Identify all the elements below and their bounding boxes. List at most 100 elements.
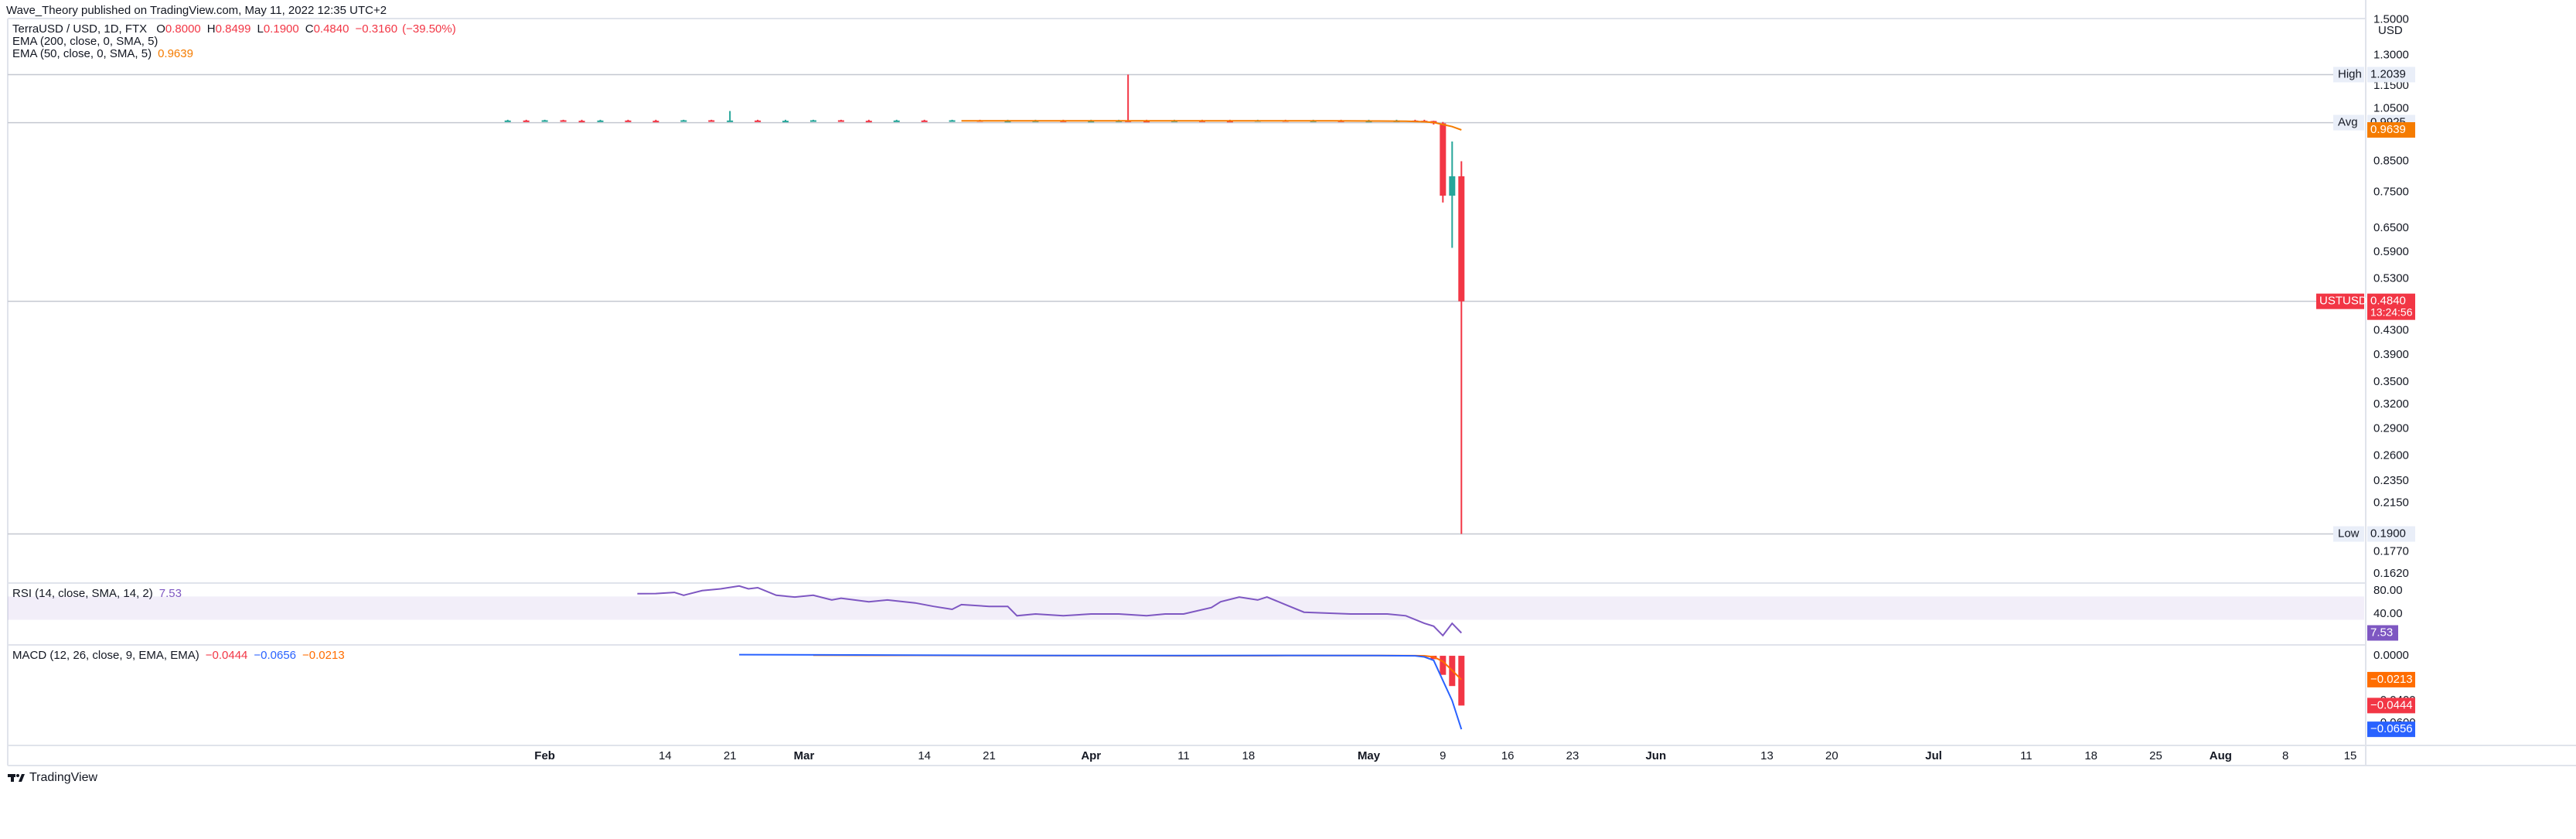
x-tick-label: 25 <box>2149 749 2162 762</box>
legend-value: 0.8000 <box>165 22 201 36</box>
price-tag: 0.1900 <box>2370 527 2406 541</box>
price-name-bg <box>2316 293 2364 309</box>
legend-value: 7.53 <box>159 587 182 600</box>
x-tick-label: Aug <box>2210 749 2232 762</box>
y-tick-label: 0.5900 <box>2373 245 2409 258</box>
x-tick-label: 21 <box>983 749 996 762</box>
x-tick-label: 9 <box>1440 749 1446 762</box>
y-tick-label: 0.4300 <box>2373 324 2409 337</box>
rsi-band <box>8 596 2364 620</box>
y-tick-label: 0.1620 <box>2373 567 2409 580</box>
y-unit: USD <box>2378 24 2403 37</box>
candle-body <box>949 120 956 122</box>
x-tick-label: 20 <box>1825 749 1838 762</box>
y-tick-label: 0.2350 <box>2373 474 2409 487</box>
candle-body <box>921 120 928 122</box>
legend-change: −0.3160 <box>355 22 397 36</box>
histogram-bar <box>1458 656 1465 706</box>
candle-body <box>782 121 789 123</box>
x-tick-label: 13 <box>1760 749 1774 762</box>
y-tick-label: 0.3900 <box>2373 348 2409 361</box>
candle-body <box>578 121 585 123</box>
y-tick-label: 0.5300 <box>2373 271 2409 285</box>
rsi-line <box>637 585 1463 637</box>
legend-label: O <box>156 22 165 36</box>
x-tick-label: Jul <box>1925 749 1942 762</box>
macd-tag: −0.0656 <box>2370 722 2413 735</box>
logo-part <box>11 774 14 782</box>
candle-body <box>560 120 567 122</box>
x-tick-label: May <box>1358 749 1381 762</box>
x-tick-label: 14 <box>659 749 672 762</box>
x-tick-label: 11 <box>1177 749 1190 762</box>
logo-part <box>16 774 19 777</box>
price-name: USTUSD <box>2319 295 2367 308</box>
candle-body <box>1440 123 1446 196</box>
price-tag: 1.2039 <box>2370 67 2406 80</box>
candle-body <box>680 120 687 122</box>
legend-change: (−39.50%) <box>402 22 456 36</box>
histogram-bar <box>1440 656 1446 675</box>
macd-line <box>739 653 1463 730</box>
price-name: Avg <box>2338 116 2358 129</box>
x-tick-label: Apr <box>1081 749 1101 762</box>
legend-value: 0.4840 <box>314 22 349 36</box>
y-tick-label: 0.2150 <box>2373 496 2409 510</box>
price-tag-bg <box>2367 526 2415 542</box>
legend-indicator: EMA (50, close, 0, SMA, 5) <box>12 47 152 60</box>
price-tag-bg <box>2367 67 2415 83</box>
price-tag-bg <box>2367 293 2415 320</box>
y-tick-label: 0.6500 <box>2373 221 2409 234</box>
ema-line <box>961 120 1462 131</box>
legend-label: C <box>305 22 314 36</box>
y-tick-label: 0.0000 <box>2373 649 2409 662</box>
tradingview-logo <box>8 774 25 782</box>
candle-body <box>523 120 530 122</box>
candle-body <box>809 120 816 122</box>
legend-indicator: MACD (12, 26, close, 9, EMA, EMA) <box>12 649 199 662</box>
x-tick-label: 16 <box>1501 749 1515 762</box>
price-tag: 0.4840 <box>2370 295 2406 308</box>
signal-tag-bg <box>2367 671 2415 687</box>
candle-body <box>625 120 632 122</box>
price-name-bg <box>2333 67 2364 83</box>
price-name: High <box>2338 67 2362 80</box>
x-tick-label: Mar <box>794 749 815 762</box>
y-tick-label: 0.1770 <box>2373 544 2409 558</box>
x-tick-label: 23 <box>1566 749 1579 762</box>
y-tick-label: 0.7500 <box>2373 186 2409 199</box>
candle-body <box>755 120 762 122</box>
ema-tag-bg <box>2367 122 2415 138</box>
y-tick-label: 1.3000 <box>2373 49 2409 62</box>
candle-body <box>727 120 734 122</box>
y-tick-label: 1.5000 <box>2373 13 2409 26</box>
price-name-bg <box>2333 526 2364 542</box>
x-tick-label: Feb <box>534 749 555 762</box>
signal-tag: −0.0213 <box>2370 673 2413 686</box>
candle-body <box>597 120 604 122</box>
candle-body <box>504 120 511 122</box>
candle-body <box>541 120 548 122</box>
candle-body <box>653 121 659 123</box>
macd-tag-bg <box>2367 721 2415 738</box>
rsi-tag: 7.53 <box>2370 626 2393 639</box>
publisher: Wave_Theory published on TradingView.com… <box>6 4 387 17</box>
x-tick-label: 14 <box>918 749 931 762</box>
candle-body <box>865 121 872 123</box>
y-tick-label: 0.3500 <box>2373 375 2409 388</box>
x-tick-label: 18 <box>2084 749 2097 762</box>
legend-symbol: TerraUSD / USD, 1D, FTX <box>12 22 147 36</box>
y-tick-label: 40.00 <box>2373 607 2403 620</box>
y-tick-label: 0.2600 <box>2373 449 2409 462</box>
legend-label: L <box>257 22 264 36</box>
y-tick-label: 0.8500 <box>2373 154 2409 167</box>
legend-label: H <box>207 22 216 36</box>
legend-indicator: EMA (200, close, 0, SMA, 5) <box>12 35 158 48</box>
y-tick-label: 0.3200 <box>2373 397 2409 411</box>
candle-body <box>893 120 900 122</box>
x-tick-label: 15 <box>2344 749 2357 762</box>
price-name: Low <box>2338 527 2360 541</box>
y-tick-label: 0.2900 <box>2373 421 2409 435</box>
